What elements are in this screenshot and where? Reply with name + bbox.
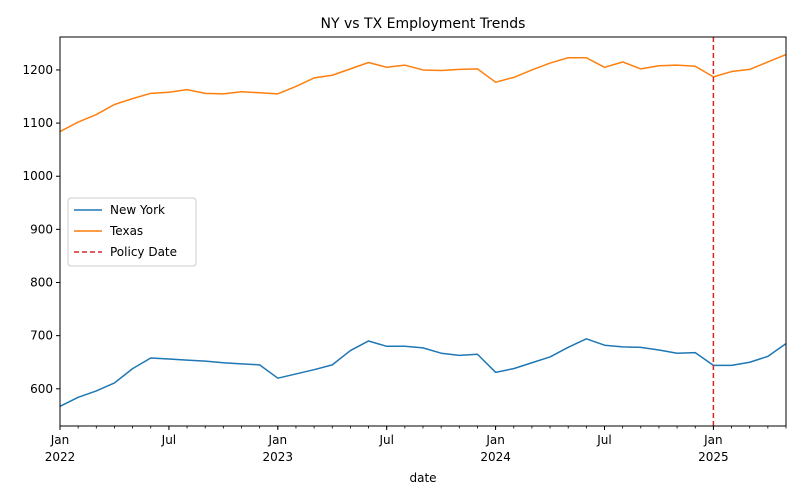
legend-box (67, 197, 197, 267)
legend: New York Texas Policy Date (67, 197, 197, 267)
x-tick-label: Jan (50, 433, 70, 447)
y-tick-label: 1100 (22, 116, 53, 130)
x-tick-label: Jan (268, 433, 288, 447)
series-line-texas (59, 53, 787, 133)
x-tick-year-label: 2022 (45, 450, 76, 464)
x-axis: Jan 2022 Jul Jan 2023 Jul Jan 2024 Jul Jan 2025 (45, 426, 787, 464)
y-tick-label: 800 (30, 276, 53, 290)
y-tick-label: 900 (30, 222, 53, 236)
x-tick-label: Jan (485, 433, 505, 447)
chart-title: NY vs TX Employment Trends (321, 16, 526, 32)
x-tick-year-label: 2024 (480, 450, 511, 464)
legend-label: Policy Date (110, 245, 177, 259)
x-tick-year-label: 2023 (263, 450, 294, 464)
x-axis-title: date (409, 471, 436, 485)
y-axis: 600 700 800 900 1000 1100 1200 (22, 63, 60, 396)
y-tick-label: 600 (30, 382, 53, 396)
x-tick-label: Jul (378, 433, 393, 447)
y-tick-label: 1200 (22, 63, 53, 77)
x-tick-year-label: 2025 (698, 450, 729, 464)
x-tick-label: Jan (703, 433, 723, 447)
y-tick-label: 700 (30, 329, 53, 343)
x-tick-label: Jul (596, 433, 611, 447)
series-line-new-york (59, 338, 787, 408)
legend-label: Texas (109, 224, 143, 238)
plot-area (59, 36, 787, 427)
x-tick-label: Jul (161, 433, 176, 447)
y-tick-label: 1000 (22, 169, 53, 183)
legend-label: New York (110, 203, 165, 217)
